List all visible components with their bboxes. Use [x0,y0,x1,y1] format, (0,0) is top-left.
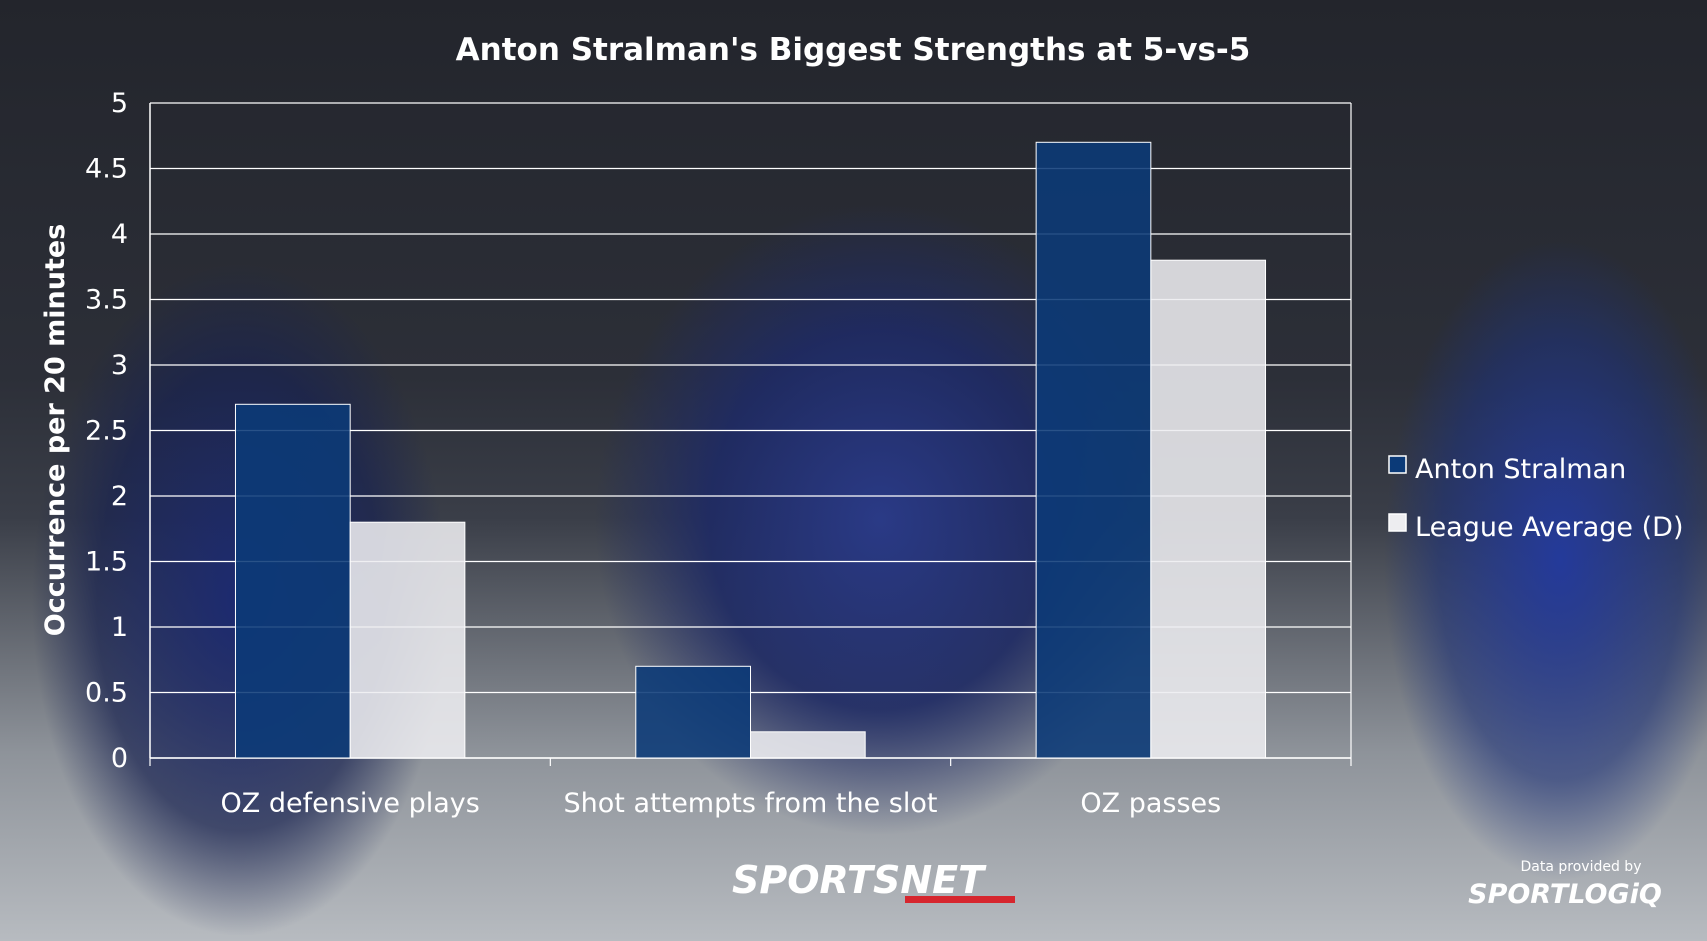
legend-label: League Average (D) [1415,512,1683,543]
y-tick-label: 4.5 [85,154,128,185]
bar-league-average [349,521,466,759]
chart-title: Anton Stralman's Biggest Strengths at 5-… [456,32,1251,68]
provider-note: Data provided by [1521,859,1642,875]
y-tick-label: 0 [111,743,128,774]
legend-swatch [1388,455,1407,474]
y-tick-label: 1 [111,612,128,643]
x-category-label: OZ passes [1080,788,1221,819]
x-category-label: Shot attempts from the slot [564,788,938,819]
y-tick-label: 1.5 [85,547,128,578]
x-category-label: OZ defensive plays [221,788,480,819]
y-tick-label: 2.5 [85,416,128,447]
bar-stralman [1035,141,1152,759]
sportlogiq-wordmark: SPORTLOGiQ [1468,879,1662,910]
bar-stralman [234,403,351,759]
legend-swatch [1388,513,1407,532]
bar-league-average [1150,259,1267,759]
y-tick-label: 3 [111,350,128,381]
y-tick-label: 0.5 [85,678,128,709]
legend-label: Anton Stralman [1415,454,1626,485]
y-tick-label: 3.5 [85,285,128,316]
y-tick-label: 2 [111,481,128,512]
sportsnet-wordmark: SPORTSNET [732,858,987,902]
y-tick-label: 4 [111,219,128,250]
bar-league-average [750,731,866,759]
sportlogiq-logo: Data provided by SPORTLOGiQ [1468,859,1662,910]
sportsnet-logo: SPORTSNET [732,858,1015,903]
x-categories: OZ defensive plays Shot attempts from the… [221,788,1222,819]
legend: Anton Stralman League Average (D) [1388,454,1683,543]
y-tick-label: 5 [111,88,128,119]
y-ticks: 0 0.5 1 1.5 2 2.5 3 3.5 4 4.5 5 [85,88,128,774]
bars-group [234,141,1267,759]
sportsnet-swoosh [905,896,1015,903]
y-axis-label: Occurrence per 20 minutes [40,224,71,637]
bar-stralman [635,665,752,759]
